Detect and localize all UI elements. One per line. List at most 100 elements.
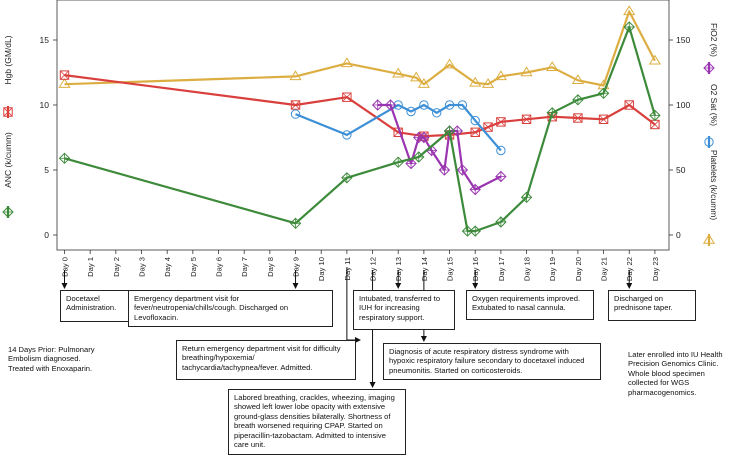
x-tick-label: Day 21 (600, 257, 609, 281)
point-hgb-cross (599, 114, 609, 124)
left-tick-label: 5 (44, 165, 49, 175)
point-hgb-cross (624, 100, 634, 110)
legend-layer: Hgb (GM/dL) ANC (k/cumm) FiO2 (%) O2 Sat (%… (2, 23, 719, 246)
point-o2 (457, 100, 468, 110)
x-tick-label: Day 6 (215, 257, 224, 277)
point-hgb-cross (483, 122, 493, 132)
legend-label-plt: Platelets (k/cumm) (709, 150, 719, 221)
x-tick-label: Day 10 (317, 257, 326, 281)
series-fio2 (371, 99, 507, 196)
point-hgb-cross (522, 114, 532, 124)
x-tick-label: Day 12 (369, 257, 378, 281)
legend-key-hgb-cross (3, 107, 13, 117)
legend-o2: O2 Sat (%) (704, 84, 719, 148)
annotation-day12: Labored breathing, crackles, wheezing, i… (228, 389, 406, 455)
x-tick-label: Day 23 (651, 257, 660, 281)
point-plt (469, 76, 482, 87)
point-plt (546, 61, 559, 71)
point-plt (58, 78, 71, 88)
point-hgb (573, 113, 583, 123)
point-hgb (59, 70, 70, 80)
right-tick-label: 50 (676, 165, 686, 175)
note-later-enrollment: Later enrolled into IU Health Precision … (628, 350, 723, 397)
x-tick-label: Day 4 (163, 257, 172, 277)
x-tick-label: Day 20 (574, 257, 583, 281)
point-plt (571, 74, 584, 84)
point-o2 (470, 115, 480, 126)
x-tick-label: Day 17 (497, 257, 506, 281)
point-o2 (342, 130, 352, 140)
series-line-plt (64, 10, 656, 87)
series-layer (58, 5, 662, 237)
point-plt (417, 78, 430, 88)
legend-label-fio2: FiO2 (%) (709, 23, 719, 57)
legend-plt: Platelets (k/cumm) (702, 150, 719, 246)
point-o2 (290, 109, 301, 119)
right-tick-label: 100 (676, 100, 690, 110)
point-hgb (290, 100, 301, 110)
left-tick-label: 0 (44, 230, 49, 240)
annotation-day22: Discharged on prednisone taper. (608, 290, 696, 321)
note-prior-days: 14 Days Prior: Pulmonary Embolism diagno… (8, 345, 95, 373)
point-hgb (521, 114, 532, 124)
point-hgb-cross (573, 113, 583, 123)
point-hgb (470, 127, 480, 138)
left-tick-label: 15 (40, 35, 50, 45)
legend-anc: ANC (k/cumm) (2, 132, 14, 218)
x-tick-label: Day 14 (420, 257, 429, 281)
x-tick-label: Day 2 (112, 257, 121, 277)
point-plt (410, 71, 423, 82)
annotation-day16: Oxygen requirements improved. Extubated … (466, 290, 594, 320)
annotation-day9: Emergency department visit for fever/neu… (128, 290, 333, 327)
series-o2 (290, 100, 506, 156)
annotation-day13: Intubated, transferred to IUH for increa… (353, 290, 455, 330)
point-plt (481, 78, 495, 88)
point-hgb (624, 100, 634, 110)
x-tick-label: Day 5 (189, 257, 198, 277)
x-tick-label: Day 8 (266, 257, 275, 277)
legend-label-hgb: Hgb (GM/dL) (3, 35, 13, 84)
series-anc (58, 21, 661, 237)
point-plt (494, 70, 507, 81)
legend-label-anc: ANC (k/cumm) (3, 132, 13, 188)
legend-key-o2 (704, 137, 714, 147)
point-hgb (598, 114, 609, 124)
point-hgb-cross (650, 120, 660, 129)
x-tick-label: Day 15 (446, 257, 455, 281)
x-tick-label: Day 1 (86, 257, 95, 277)
point-plt (623, 5, 636, 16)
right-tick-label: 0 (676, 230, 681, 240)
annotation-day11: Return emergency department visit for di… (176, 340, 356, 380)
x-tick-label: Day 19 (548, 257, 557, 281)
point-hgb (483, 122, 493, 132)
x-tick-label: Day 3 (138, 257, 147, 277)
legend-key-plt (702, 233, 716, 244)
point-o2 (406, 106, 416, 117)
left-tick-label: 10 (40, 100, 50, 110)
point-hgb (342, 92, 352, 102)
point-plt (392, 67, 405, 78)
point-plt (520, 66, 533, 77)
point-plt (340, 57, 353, 68)
right-tick-label: 150 (676, 35, 690, 45)
legend-key-hgb (3, 107, 13, 117)
point-plt (443, 58, 456, 69)
legend-label-o2: O2 Sat (%) (709, 84, 719, 126)
x-tick-label: Day 7 (240, 257, 249, 277)
point-hgb-cross (496, 117, 506, 127)
point-o2 (444, 100, 455, 110)
point-plt (289, 70, 302, 81)
series-hgb (59, 70, 660, 141)
series-line-o2 (295, 103, 502, 152)
x-tick-label: Day 9 (292, 257, 301, 277)
point-hgb-cross (60, 70, 69, 80)
x-tick-label: Day 0 (61, 257, 70, 277)
point-hgb (496, 117, 506, 127)
x-tick-label: Day 13 (394, 257, 403, 281)
x-tick-label: Day 16 (471, 257, 480, 281)
x-tick-label: Day 22 (625, 257, 634, 281)
point-hgb-cross (393, 127, 403, 137)
annotation-day0: Docetaxel Administration. (60, 290, 132, 322)
point-o2 (496, 145, 506, 156)
point-o2 (432, 108, 442, 118)
